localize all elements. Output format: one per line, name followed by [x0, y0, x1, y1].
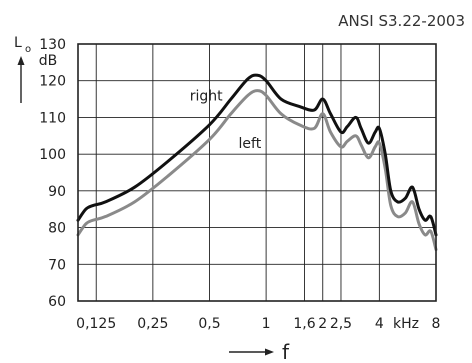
series-label-left: left: [239, 136, 262, 152]
x-tick-label: 0,125: [76, 316, 116, 332]
y-tick-label: 120: [39, 74, 66, 90]
x-tick-label: 0,5: [198, 316, 220, 332]
chart-title: ANSI S3.22-2003: [338, 12, 465, 30]
y-tick-label: 80: [48, 221, 66, 237]
data-series: [76, 73, 438, 252]
x-tick-label: 0,25: [137, 316, 168, 332]
y-tick-label: 130: [39, 37, 66, 53]
y-tick-label: 90: [48, 184, 66, 200]
y-axis-symbol-subscript: o: [25, 44, 31, 55]
y-axis-arrow-icon: [17, 56, 25, 103]
y-axis-unit: dB: [39, 53, 58, 69]
y-tick-label: 70: [48, 257, 66, 273]
x-tick-label: 1: [262, 316, 271, 332]
y-tick-label: 60: [48, 294, 66, 310]
y-axis-symbol: L: [14, 35, 22, 51]
x-tick-label: 1,6: [293, 316, 315, 332]
series-annotations: right left: [190, 88, 262, 152]
tick-labels: 60 70 80 90 100 110 120 130 0,125 0,25 0,5 1 1,6 2 2,5…: [39, 37, 440, 332]
x-axis-label: f: [282, 340, 290, 363]
x-tick-label: 2,5: [330, 316, 352, 332]
x-tick-label: 2: [318, 316, 327, 332]
x-tick-label: 4: [375, 316, 384, 332]
x-axis-unit: kHz: [393, 316, 419, 332]
series-line-left: [76, 89, 438, 252]
plot-frame: [77, 43, 437, 302]
y-tick-label: 100: [39, 147, 66, 163]
x-tick-label: 8: [432, 316, 441, 332]
series-label-right: right: [190, 88, 223, 104]
y-tick-label: 110: [39, 110, 66, 126]
grid-lines: [78, 43, 436, 302]
x-axis-arrow-icon: [229, 348, 274, 356]
series-line-right: [76, 73, 438, 237]
